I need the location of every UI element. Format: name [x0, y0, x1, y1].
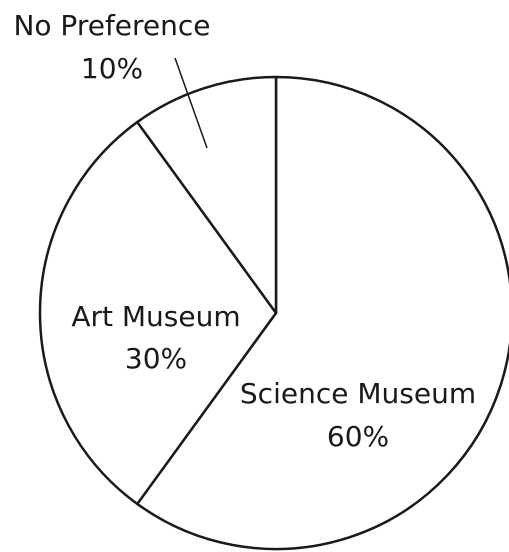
- leader-line: [174, 57, 208, 149]
- pie-slice: [136, 75, 509, 551]
- slice-label: Science Museum: [240, 377, 476, 410]
- slice-value-label: 10%: [81, 52, 143, 85]
- slice-label: Art Museum: [71, 300, 240, 333]
- slice-label: No Preference: [13, 9, 210, 42]
- slice-value-label: 60%: [327, 420, 389, 453]
- slice-value-label: 30%: [125, 342, 187, 375]
- pie-slice: [136, 75, 278, 315]
- pie-slice: [38, 120, 278, 506]
